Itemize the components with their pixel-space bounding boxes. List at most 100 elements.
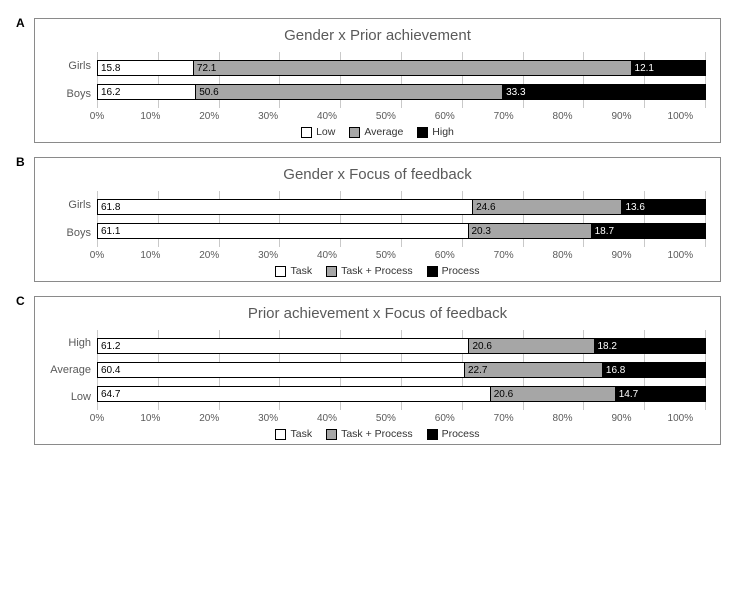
panel-c-ylabels: HighAverageLow (49, 330, 97, 410)
bar-value-label: 18.7 (592, 226, 614, 237)
panel-a-legend: Low Average High (49, 126, 706, 138)
legend-label: Task + Process (341, 428, 413, 440)
legend-label: Process (442, 265, 480, 277)
legend-swatch (326, 266, 337, 277)
panel-a-xaxis: 0%10%20%30%40%50%60%70%80%90%100% (97, 111, 706, 122)
bar-segment: 61.8 (98, 200, 473, 214)
bar-value-label: 20.3 (469, 226, 491, 237)
bar-value-label: 64.7 (98, 389, 120, 400)
legend-label: Task (290, 265, 312, 277)
bar-value-label: 14.7 (616, 389, 638, 400)
bar-segment: 61.1 (98, 224, 469, 238)
bar-value-label: 50.6 (196, 87, 218, 98)
legend-item: Task (275, 265, 312, 277)
bar-segment: 60.4 (98, 363, 465, 377)
panel-c: Prior achievement x Focus of feedback Hi… (34, 296, 721, 445)
panel-c-xaxis: 0%10%20%30%40%50%60%70%80%90%100% (97, 413, 706, 424)
panel-b-letter: B (16, 155, 25, 169)
stacked-bar: 61.824.6 13.6 (97, 199, 706, 215)
bar-segment: 20.6 (491, 387, 616, 401)
legend-item: Average (349, 126, 403, 138)
bar-value-label: 12.1 (632, 63, 654, 74)
panel-a: Gender x Prior achievement GirlsBoys 15.… (34, 18, 721, 143)
xaxis-tick: 30% (258, 250, 278, 261)
bar-value-label: 20.6 (491, 389, 513, 400)
legend-label: Process (442, 428, 480, 440)
stacked-bar: 16.250.6 33.3 (97, 84, 706, 100)
stacked-bar: 64.7 20.6 14.7 (97, 386, 706, 402)
legend-item: High (417, 126, 454, 138)
legend-label: Task + Process (341, 265, 413, 277)
xaxis-tick: 20% (199, 111, 219, 122)
stacked-bar: 61.220.6 18.2 (97, 338, 706, 354)
xaxis-tick: 60% (435, 111, 455, 122)
xaxis-tick: 90% (611, 250, 631, 261)
bar-value-label: 33.3 (503, 87, 525, 98)
xaxis-tick: 10% (140, 250, 160, 261)
xaxis-tick: 50% (376, 250, 396, 261)
bar-value-label: 20.6 (469, 341, 491, 352)
legend-item: Task + Process (326, 265, 413, 277)
xaxis-tick: 80% (553, 413, 573, 424)
legend-label: Task (290, 428, 312, 440)
panel-b-legend: Task Task + Process Process (49, 265, 706, 277)
xaxis-tick: 80% (553, 111, 573, 122)
bar-value-label: 24.6 (473, 202, 495, 213)
bar-segment: 12.1 (632, 61, 705, 75)
xaxis-tick: 30% (258, 413, 278, 424)
bar-segment: 20.6 (469, 339, 594, 353)
bar-segment: 13.6 (622, 200, 705, 214)
category-label: Boys (49, 227, 91, 239)
xaxis-tick: 10% (140, 111, 160, 122)
category-label: Girls (49, 199, 91, 211)
bar-value-label: 13.6 (622, 202, 644, 213)
bar-value-label: 16.8 (603, 365, 625, 376)
legend-label: Low (316, 126, 335, 138)
xaxis-tick: 80% (553, 250, 573, 261)
bar-segment: 72.1 (194, 61, 632, 75)
xaxis-tick: 100% (668, 111, 694, 122)
bar-value-label: 22.7 (465, 365, 487, 376)
bar-value-label: 61.1 (98, 226, 120, 237)
legend-label: Average (364, 126, 403, 138)
xaxis-tick: 60% (435, 413, 455, 424)
xaxis-tick: 0% (90, 413, 104, 424)
legend-label: High (432, 126, 454, 138)
stacked-bar: 60.4 22.7 16.8 (97, 362, 706, 378)
xaxis-tick: 20% (199, 250, 219, 261)
panel-c-chart: HighAverageLow 61.220.618.260.422.716.86… (49, 330, 706, 410)
panel-a-bars: 15.872.112.116.250.633.3 (97, 52, 706, 108)
bar-segment: 22.7 (465, 363, 603, 377)
panel-b: Gender x Focus of feedback Girls Boys 61.… (34, 157, 721, 282)
bar-value-label: 18.2 (595, 341, 617, 352)
xaxis-tick: 0% (90, 111, 104, 122)
panel-b-plot: 61.824.6 13.6 61.1 20.3 18.7 (97, 191, 706, 247)
xaxis-tick: 40% (317, 111, 337, 122)
bar-segment: 16.2 (98, 85, 196, 99)
bar-value-label: 60.4 (98, 365, 120, 376)
xaxis-tick: 20% (199, 413, 219, 424)
bar-segment: 20.3 (469, 224, 592, 238)
xaxis-tick: 40% (317, 250, 337, 261)
panel-b-title: Gender x Focus of feedback (49, 166, 706, 183)
bar-segment: 61.2 (98, 339, 469, 353)
legend-swatch (349, 127, 360, 138)
panel-c-legend: Task Task + Process Process (49, 428, 706, 440)
xaxis-tick: 50% (376, 413, 396, 424)
bar-segment: 33.3 (503, 85, 705, 99)
panel-a-ylabels: GirlsBoys (49, 52, 97, 108)
category-label: Boys (49, 88, 91, 100)
panel-a-letter: A (16, 16, 25, 30)
legend-item: Process (427, 428, 480, 440)
bar-segment: 50.6 (196, 85, 503, 99)
bar-segment: 18.2 (595, 339, 705, 353)
stacked-bar: 61.1 20.3 18.7 (97, 223, 706, 239)
legend-swatch (427, 429, 438, 440)
xaxis-tick: 70% (494, 111, 514, 122)
xaxis-tick: 50% (376, 111, 396, 122)
xaxis-tick: 70% (494, 250, 514, 261)
bar-segment: 14.7 (616, 387, 705, 401)
panel-c-title: Prior achievement x Focus of feedback (49, 305, 706, 322)
panel-a-wrap: A Gender x Prior achievement GirlsBoys 1… (34, 18, 721, 143)
panel-b-xaxis: 0%10%20%30%40%50%60%70%80%90%100% (97, 250, 706, 261)
